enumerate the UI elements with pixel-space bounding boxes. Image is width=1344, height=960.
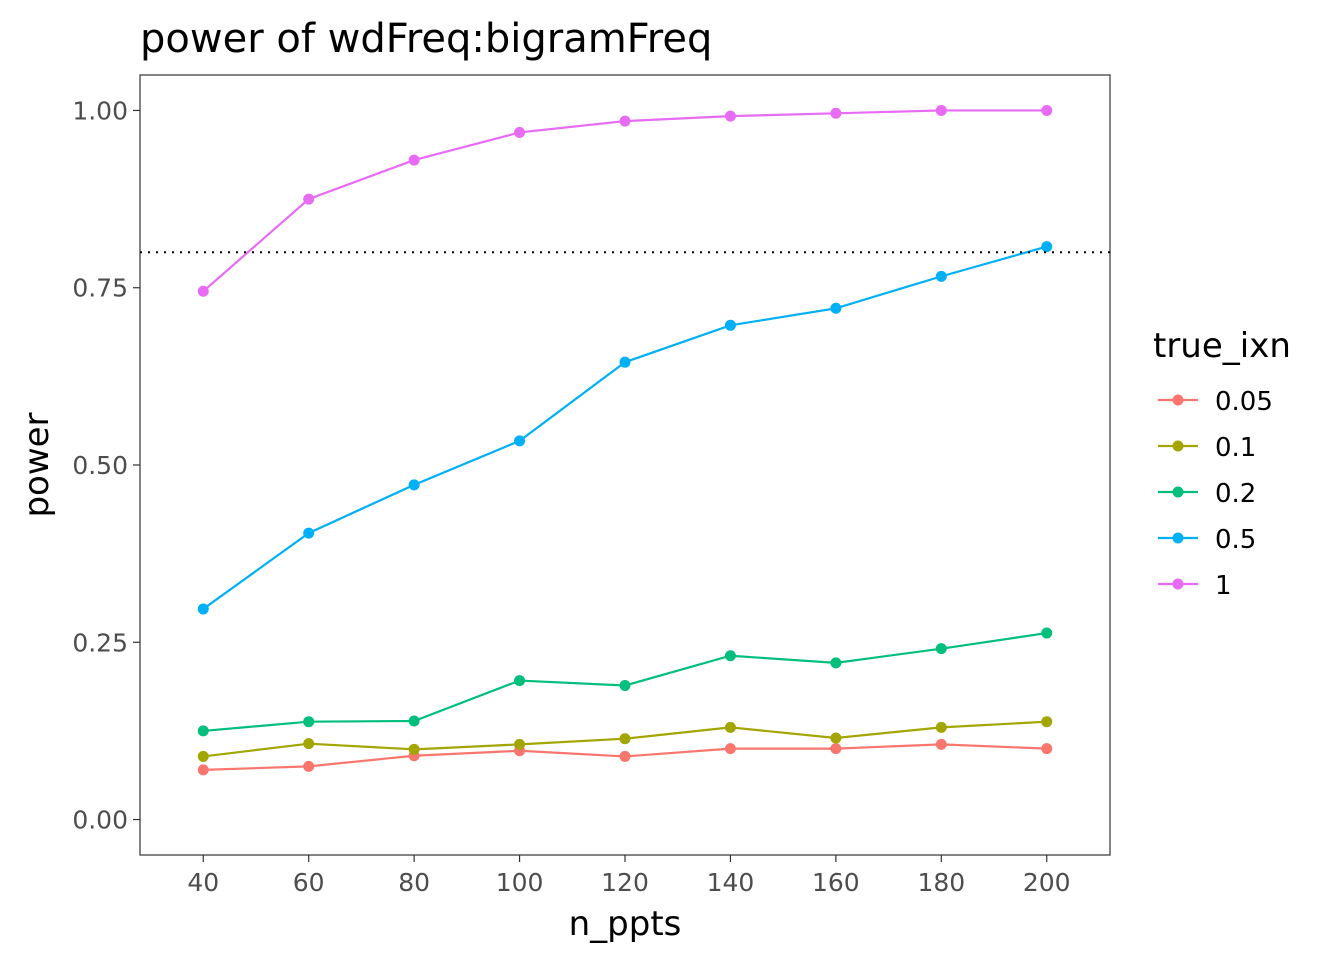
data-point-0.5 [935,270,947,282]
data-point-0.1 [619,733,631,745]
x-tick-label: 80 [398,868,430,897]
legend: true_ixn 0.05 0.1 0.2 0.5 1 [1153,326,1291,601]
legend-key-point [1172,532,1184,544]
legend-title: true_ixn [1153,326,1291,366]
data-point-0.2 [514,675,526,687]
data-point-0.05 [830,743,842,755]
y-tick-label: 0.00 [72,806,128,835]
data-point-0.2 [1041,627,1053,639]
data-point-0.05 [935,738,947,750]
data-point-0.5 [619,356,631,368]
legend-label: 0.2 [1215,479,1256,509]
data-point-1 [619,115,631,127]
data-point-0.2 [935,643,947,655]
data-point-0.05 [1041,743,1053,755]
x-tick-label: 100 [496,868,544,897]
legend-label: 0.05 [1215,387,1273,417]
data-point-0.5 [514,435,526,447]
data-point-0.2 [619,680,631,692]
data-point-0.1 [935,721,947,733]
data-point-0.5 [303,527,315,539]
x-tick-label: 120 [601,868,649,897]
legend-label: 0.1 [1215,433,1256,463]
data-point-1 [830,107,842,119]
x-tick-label: 200 [1023,868,1071,897]
y-tick-label: 0.75 [72,274,128,303]
data-point-0.2 [303,716,315,728]
data-point-0.1 [724,721,736,733]
data-point-0.2 [830,657,842,669]
data-point-0.05 [197,764,209,776]
x-tick-label: 40 [187,868,219,897]
y-tick-label: 0.50 [72,451,128,480]
data-point-0.2 [197,725,209,737]
legend-key-point [1172,440,1184,452]
data-point-0.1 [514,738,526,750]
data-point-0.5 [830,302,842,314]
y-tick-label: 0.25 [72,628,128,657]
data-point-1 [935,104,947,116]
data-point-1 [197,285,209,297]
y-axis-label: power [17,412,57,517]
data-point-1 [724,110,736,122]
data-point-0.05 [724,743,736,755]
y-tick-label: 1.00 [72,96,128,125]
data-point-0.05 [619,750,631,762]
x-tick-label: 180 [917,868,965,897]
x-tick-label: 140 [707,868,755,897]
chart-title: power of wdFreq:bigramFreq [140,16,712,62]
x-axis-label: n_ppts [569,904,682,944]
data-point-0.1 [408,743,420,755]
data-point-0.1 [303,738,315,750]
legend-key-point [1172,394,1184,406]
data-point-0.1 [1041,716,1053,728]
series-line-0.5 [202,245,1048,610]
data-point-0.05 [303,760,315,772]
legend-key-point [1172,578,1184,590]
x-tick-label: 160 [812,868,860,897]
data-point-1 [303,193,315,205]
legend-label: 1 [1215,571,1232,601]
data-point-1 [408,154,420,166]
data-point-1 [514,126,526,138]
data-point-0.2 [724,650,736,662]
data-point-0.2 [408,715,420,727]
data-point-0.1 [197,750,209,762]
data-point-0.5 [197,603,209,615]
data-point-1 [1041,104,1053,116]
data-point-0.5 [1041,241,1053,253]
data-point-0.1 [830,732,842,744]
legend-key-point [1172,486,1184,498]
legend-label: 0.5 [1215,525,1256,555]
series-line-1 [202,109,1047,293]
x-tick-label: 60 [293,868,325,897]
data-point-0.5 [408,479,420,491]
data-point-0.5 [724,319,736,331]
